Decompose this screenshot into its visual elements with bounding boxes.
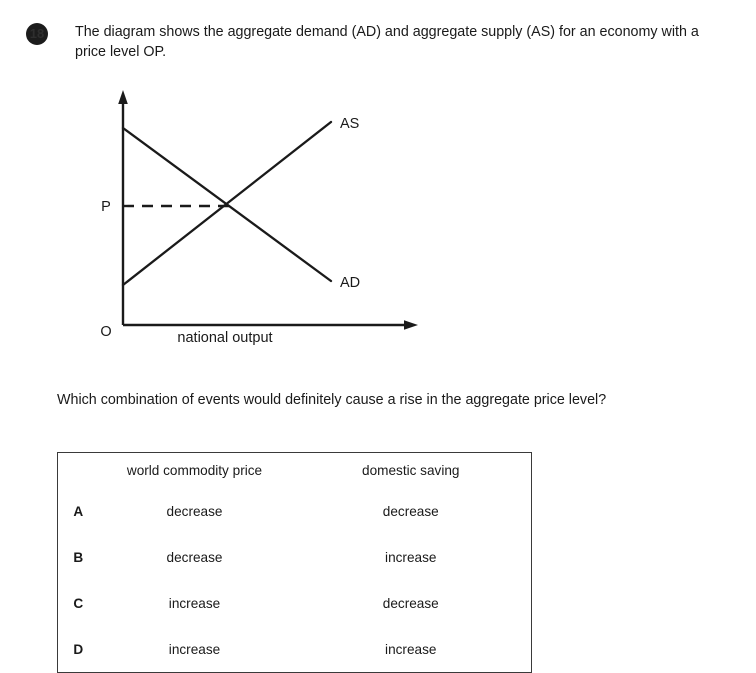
- y-axis: [118, 90, 128, 325]
- column-header-domestic-saving: domestic saving: [362, 463, 460, 478]
- table-row[interactable]: B decrease increase: [58, 534, 532, 580]
- x-axis: [123, 320, 418, 330]
- option-a-domestic-saving: decrease: [382, 503, 439, 519]
- option-c-world-commodity-price: increase: [168, 595, 221, 611]
- as-series-label: AS: [340, 116, 359, 132]
- answer-options-table: world commodity price domestic saving A …: [57, 452, 532, 673]
- price-level-label: P: [101, 199, 111, 215]
- question-number-badge: 18: [26, 23, 48, 45]
- x-axis-arrowhead: [404, 320, 418, 330]
- option-d-domestic-saving: increase: [385, 641, 437, 657]
- option-d-world-commodity-price: increase: [168, 641, 221, 657]
- option-key-b: B: [73, 549, 84, 565]
- table-row[interactable]: D increase increase: [58, 626, 532, 673]
- table-row[interactable]: A decrease decrease: [58, 488, 532, 534]
- origin-label: O: [100, 324, 111, 340]
- option-key-d: D: [73, 641, 84, 657]
- table-header-row: world commodity price domestic saving: [58, 453, 532, 489]
- ad-as-diagram: P O AS AD national output: [90, 82, 490, 362]
- column-header-world-commodity-price: world commodity price: [126, 463, 263, 478]
- question-stem: 18 The diagram shows the aggregate deman…: [26, 22, 726, 63]
- option-c-domestic-saving: decrease: [382, 595, 439, 611]
- question-stem-text: The diagram shows the aggregate demand (…: [75, 24, 699, 61]
- x-axis-label: national output: [177, 330, 272, 346]
- y-axis-arrowhead: [118, 90, 128, 104]
- option-b-world-commodity-price: decrease: [166, 549, 223, 565]
- option-key-c: C: [73, 595, 84, 611]
- option-key-a: A: [73, 503, 84, 519]
- option-b-domestic-saving: increase: [385, 549, 437, 565]
- lead-in-question: Which combination of events would defini…: [57, 392, 607, 408]
- ad-as-diagram-svg: P O AS AD national output: [100, 90, 418, 346]
- as-line: [121, 120, 333, 287]
- ad-series-label: AD: [340, 275, 360, 291]
- table-row[interactable]: C increase decrease: [58, 580, 532, 626]
- column-header-key: [58, 453, 99, 489]
- option-a-world-commodity-price: decrease: [166, 503, 223, 519]
